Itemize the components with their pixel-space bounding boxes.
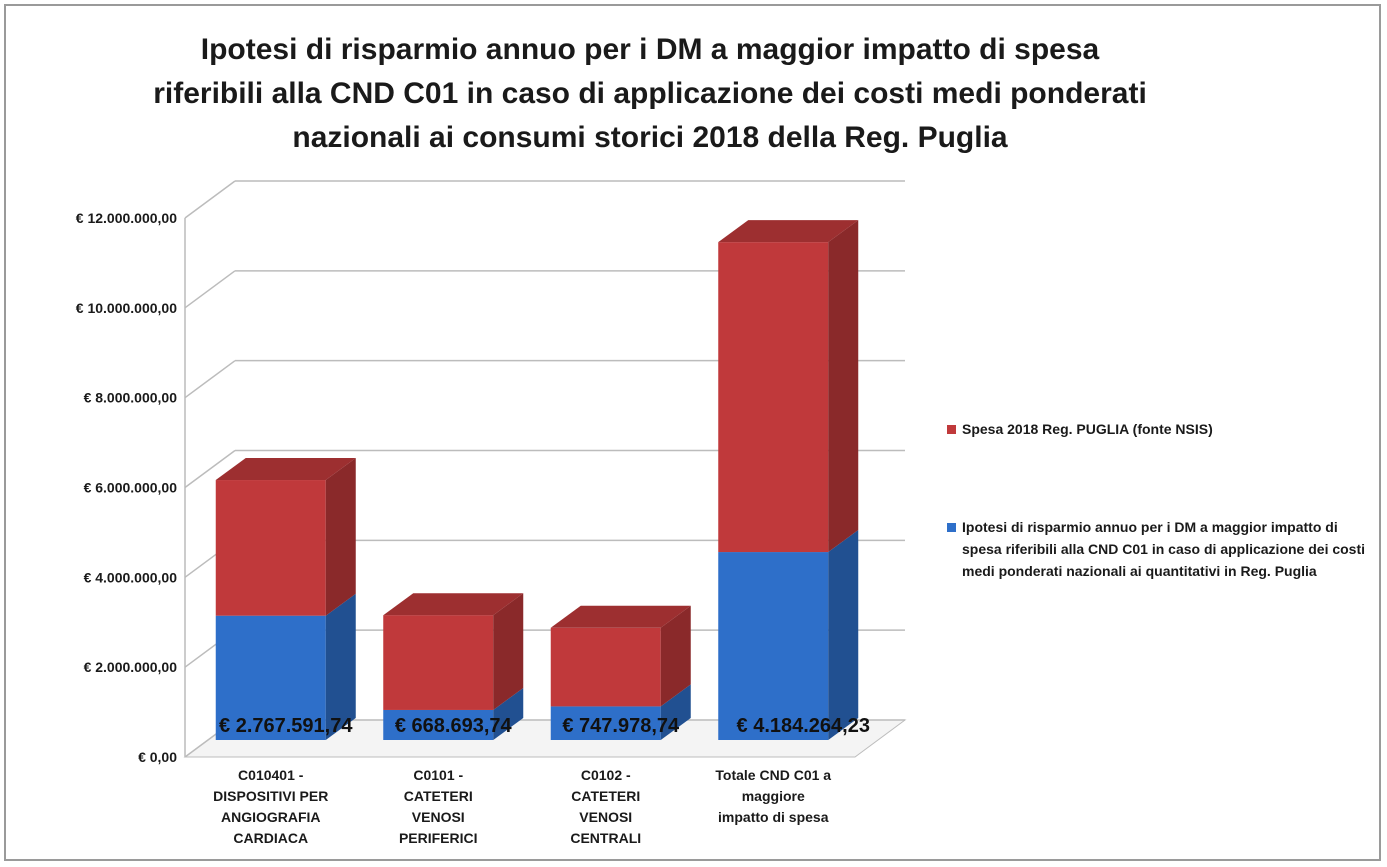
bar-front — [550, 706, 661, 740]
bar-front — [215, 480, 326, 616]
legend-swatch — [947, 425, 956, 434]
y-tick-label: € 0,00 — [138, 749, 177, 765]
bar-side — [828, 530, 859, 740]
y-tick-label: € 10.000.000,00 — [76, 300, 177, 316]
grid-line-wall — [184, 270, 236, 309]
y-tick-label: € 6.000.000,00 — [84, 480, 178, 496]
y-tick-label: € 4.000.000,00 — [84, 569, 178, 585]
value-label: € 668.693,74 — [395, 715, 513, 737]
bar-front — [383, 709, 494, 740]
bar-front — [383, 615, 494, 710]
bar-top — [550, 605, 691, 628]
bar-side — [493, 687, 524, 740]
bar-side — [660, 684, 691, 740]
grid-line-wall — [184, 449, 236, 489]
bar-front — [550, 627, 661, 707]
bar-top — [215, 458, 356, 481]
value-label: € 4.184.264,23 — [737, 715, 870, 737]
legend-label: Spesa 2018 Reg. PUGLIA (fonte NSIS) — [962, 421, 1213, 437]
x-tick-label: Totale CND C01 a maggiore impatto di spe… — [715, 767, 832, 825]
bar-top — [718, 220, 859, 243]
bar-side — [660, 605, 691, 707]
value-label: € 2.767.591,74 — [219, 715, 353, 737]
bar-side — [493, 593, 524, 710]
legend-label: Ipotesi di risparmio annuo per i DM a ma… — [962, 519, 1366, 579]
grid-line-wall — [184, 360, 236, 399]
x-tick-label: C010401 - DISPOSITIVI PER ANGIOGRAFIA CA… — [213, 767, 329, 846]
x-tick-label: C0101 - CATETERI VENOSI PERIFERICI — [398, 767, 478, 846]
bar-front — [718, 242, 829, 553]
y-tick-label: € 2.000.000,00 — [84, 659, 178, 675]
legend-swatch — [947, 523, 956, 532]
bar-front — [718, 552, 829, 740]
bar-front — [215, 615, 326, 740]
bar-side — [325, 458, 356, 616]
value-label: € 747.978,74 — [562, 715, 680, 737]
grid-line-wall — [184, 180, 236, 219]
y-tick-label: € 8.000.000,00 — [84, 390, 178, 406]
y-tick-label: € 12.000.000,00 — [76, 210, 177, 226]
bar-side — [325, 593, 356, 740]
bar-side — [828, 220, 859, 553]
bar-top — [383, 593, 524, 616]
chart-title: Ipotesi di risparmio annuo per i DM a ma… — [153, 33, 1147, 154]
x-tick-label: C0102 - CATETERI VENOSI CENTRALI — [570, 767, 642, 846]
chart-frame — [4, 4, 1381, 861]
